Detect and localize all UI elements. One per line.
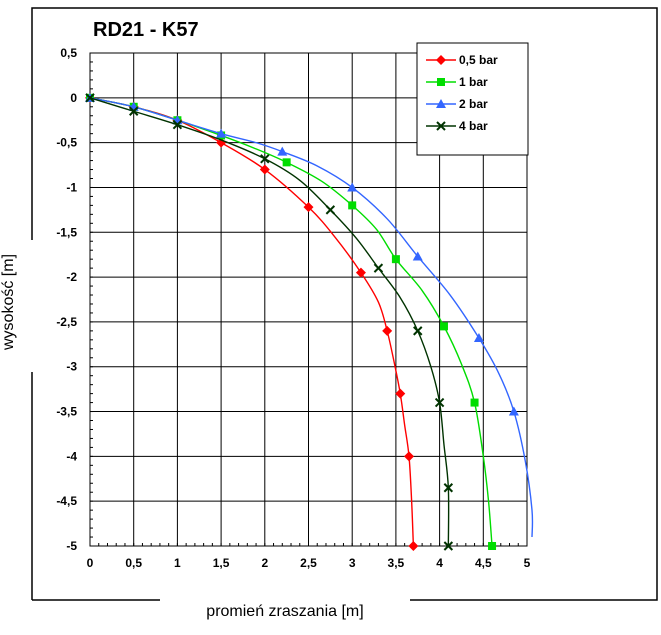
plot-area [89,52,528,547]
x-tick-label: 0 [87,556,94,570]
y-tick-label: -3,5 [56,405,77,419]
data-point [172,120,183,130]
series-line [89,97,493,547]
x-tick-labels: 0 0,5 1 1,5 2 2,5 3 3,5 4 4,5 5 [87,556,531,570]
data-point [348,201,357,210]
legend-marker [436,99,446,108]
data-point [408,541,419,551]
data-point [413,326,423,336]
y-tick-label: -1 [66,180,77,194]
series-line [89,97,534,538]
legend-label: 4 bar [459,119,488,133]
y-tick-label: -2,5 [56,315,77,329]
chart-title: RD21 - K57 [93,19,199,41]
series-3 [85,93,454,551]
data-point [488,542,497,550]
data-point [470,398,479,407]
x-tick-label: 5 [524,556,531,570]
data-point [473,333,484,343]
legend-item: 4 bar [426,119,488,133]
y-tick-label: -3 [66,360,77,374]
legend-label: 0,5 bar [459,53,498,67]
legend-box [416,42,529,156]
data-point [216,128,227,138]
y-tick-label: 0 [70,91,77,105]
data-point [85,93,95,103]
data-point [355,267,366,278]
data-point [395,388,406,399]
y-tick-label: 0,5 [60,46,77,60]
y-tick-label: -0,5 [56,136,77,150]
y-tick-label: -4 [66,449,77,463]
data-point [277,146,288,156]
data-point [443,541,454,551]
data-point [382,325,393,336]
legend-marker [436,55,446,65]
data-point [259,164,270,175]
data-point [303,202,314,213]
y-tick-label: -4,5 [56,494,77,508]
data-point [373,263,384,273]
x-tick-label: 0,5 [125,556,142,570]
legend-marker [436,121,446,131]
legend-item: 2 bar [426,97,488,111]
legend-item: 1 bar [426,75,488,89]
y-tick-labels: 0,5 0 -0,5 -1 -1,5 -2 -2,5 -3 -3,5 -4 -4,5 -5 [56,46,77,553]
legend-marker [437,78,445,86]
series-group [85,92,534,551]
y-tick-label: -2 [66,270,77,284]
y-axis-label: wysokość [m] [0,254,17,351]
data-point [216,137,227,148]
data-point [434,397,445,408]
data-point [260,154,270,164]
data-point [391,255,400,264]
x-tick-label: 3,5 [388,556,405,570]
x-tick-label: 1 [174,556,181,570]
x-tick-label: 4 [436,556,443,570]
series-line [89,97,415,547]
data-point [282,158,291,167]
data-point [128,106,139,116]
x-tick-label: 4,5 [475,556,492,570]
series-line [89,97,450,547]
data-point [508,406,519,416]
data-point [347,182,358,192]
x-tick-label: 2 [261,556,268,570]
legend-label: 1 bar [459,75,488,89]
legend-item: 0,5 bar [426,53,498,67]
data-point [404,451,415,462]
x-axis-label: promień zraszania [m] [206,603,363,620]
data-point [443,483,454,493]
legend-label: 2 bar [459,97,488,111]
x-tick-label: 2,5 [300,556,317,570]
data-point [412,251,423,261]
chart-frame [31,7,658,601]
x-tick-label: 1,5 [213,556,230,570]
data-point [325,205,336,215]
x-tick-label: 3 [349,556,356,570]
y-tick-label: -5 [66,539,77,553]
data-point [439,322,448,331]
y-tick-label: -1,5 [56,225,77,239]
legend: 0,5 bar 1 bar 2 bar 4 bar [416,42,529,156]
